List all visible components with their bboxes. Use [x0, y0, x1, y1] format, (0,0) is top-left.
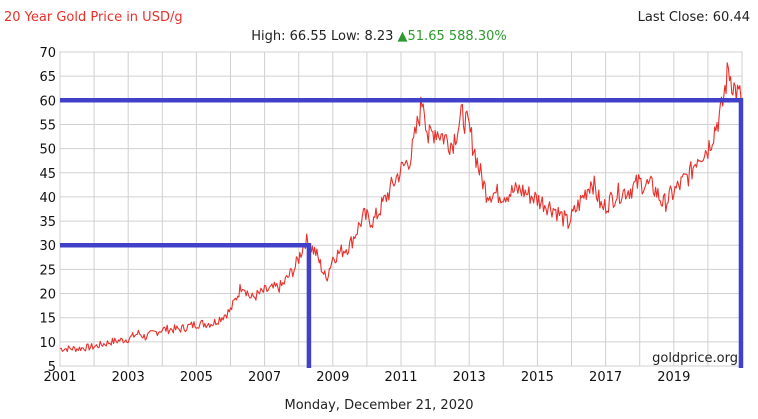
y-tick-label: 55 — [39, 118, 56, 133]
y-tick-label: 35 — [39, 215, 56, 230]
change-value: 51.65 — [407, 29, 445, 44]
last-close-value: 60.44 — [712, 10, 750, 25]
low-label: Low: — [331, 29, 361, 44]
y-tick-label: 40 — [39, 191, 56, 206]
high-label: High: — [251, 29, 286, 44]
low-value: 8.23 — [364, 29, 394, 44]
y-tick-label: 10 — [39, 336, 56, 351]
y-tick-label: 25 — [39, 263, 56, 278]
x-axis: 2001 2003 2005 2007 2009 2011 2013 2015 2017 2019 — [43, 370, 690, 385]
overlay-level-30 — [60, 242, 312, 368]
series-group — [59, 62, 742, 353]
last-close-label: Last Close: — [637, 10, 709, 25]
x-tick-label: 2019 — [657, 370, 690, 385]
y-tick-label: 5 — [48, 360, 56, 375]
overlay-level-60 — [60, 98, 744, 368]
change-percent: 588.30% — [448, 29, 507, 44]
y-tick-label: 65 — [39, 70, 56, 85]
y-tick-label: 60 — [39, 94, 56, 109]
date-label: Monday, December 21, 2020 — [284, 398, 474, 413]
x-tick-label: 2015 — [521, 370, 554, 385]
price-stats: High: 66.55 Low: 8.23 ▲51.65 588.30% — [0, 29, 758, 44]
y-axis: 5 10 15 20 25 30 35 40 45 50 55 60 65 70 — [39, 46, 56, 375]
x-tick-label: 2005 — [180, 370, 213, 385]
last-close: Last Close: 60.44 — [638, 10, 750, 25]
x-tick-label: 2007 — [248, 370, 281, 385]
x-tick-label: 2017 — [589, 370, 622, 385]
y-tick-label: 45 — [39, 167, 56, 182]
x-tick-label: 2013 — [453, 370, 486, 385]
price-series-line — [59, 62, 742, 353]
x-tick-label: 2001 — [43, 370, 76, 385]
x-tick-label: 2011 — [384, 370, 417, 385]
y-tick-label: 30 — [39, 239, 56, 254]
y-tick-label: 20 — [39, 288, 56, 303]
overlay-lines — [60, 98, 744, 368]
y-tick-label: 15 — [39, 312, 56, 327]
y-tick-label: 50 — [39, 143, 56, 158]
y-tick-label: 70 — [39, 46, 56, 61]
watermark: goldprice.org — [652, 351, 738, 366]
x-tick-label: 2003 — [112, 370, 145, 385]
chart-title: 20 Year Gold Price in USD/g — [4, 10, 183, 25]
high-value: 66.55 — [289, 29, 327, 44]
change-up-icon: ▲ — [397, 29, 408, 44]
x-tick-label: 2009 — [316, 370, 349, 385]
